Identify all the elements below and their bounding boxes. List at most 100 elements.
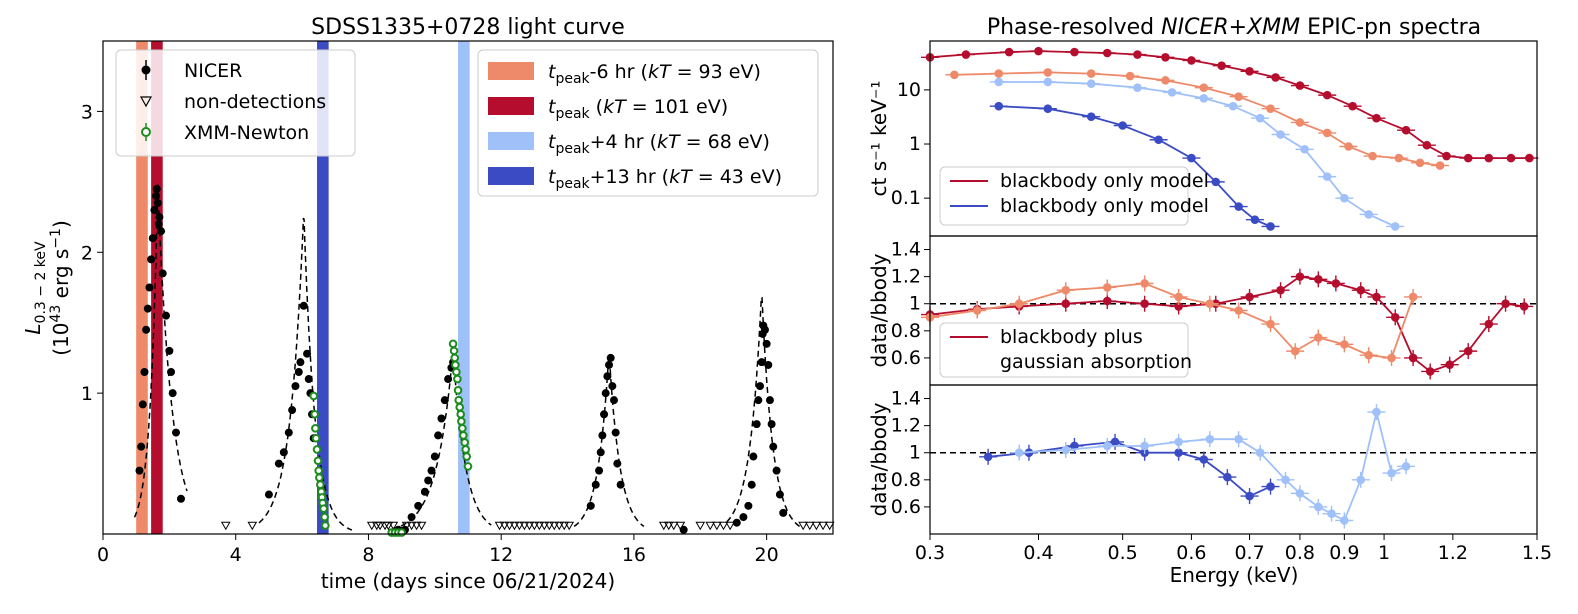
xmm-point-30 bbox=[462, 452, 471, 461]
nondetection-point-25 bbox=[559, 521, 570, 531]
y-tick-label: 1 bbox=[81, 383, 93, 405]
nicer-point-81 bbox=[767, 420, 776, 429]
band-t: t bbox=[548, 166, 557, 188]
nicer-point-46 bbox=[444, 375, 453, 384]
spectrum-point-0 bbox=[1348, 101, 1357, 111]
xmm-point-18 bbox=[451, 360, 460, 370]
spectrum-point-0 bbox=[1110, 437, 1120, 447]
nondetection-point-13 bbox=[499, 521, 510, 531]
spectrum-point-1 bbox=[1234, 434, 1243, 444]
spectrum-point-0 bbox=[1463, 153, 1473, 163]
nondetection-point-8 bbox=[401, 521, 412, 531]
nondetection-point-4 bbox=[375, 521, 385, 531]
nicer-point-80 bbox=[765, 396, 774, 405]
band-kt: kT bbox=[648, 61, 672, 83]
y-tick-label: 2 bbox=[81, 242, 93, 264]
spectrum-point-0 bbox=[1223, 472, 1232, 482]
nicer-point-44 bbox=[437, 414, 446, 423]
y-tick-label: 1 bbox=[909, 133, 921, 155]
panel-legend-box bbox=[939, 166, 1189, 226]
nicer-point-20 bbox=[168, 389, 177, 398]
legend-swatch-2 bbox=[488, 132, 534, 150]
nondetection-point-21 bbox=[539, 521, 550, 531]
spectrum-point-0 bbox=[1408, 353, 1418, 363]
nicer-point-13 bbox=[154, 220, 163, 229]
y-tick-label: 0.6 bbox=[891, 347, 921, 369]
spectrum-point-1 bbox=[1061, 445, 1071, 455]
xmm-marker-icon bbox=[141, 127, 151, 137]
spectrum-point-0 bbox=[961, 50, 971, 59]
spectrum-point-2 bbox=[1228, 101, 1238, 111]
spectrum-point-2 bbox=[1390, 222, 1400, 231]
xmm-point-20 bbox=[453, 374, 462, 384]
nicer-point-4 bbox=[142, 325, 151, 334]
nicer-point-15 bbox=[157, 227, 166, 236]
spectrum-point-2 bbox=[1167, 88, 1177, 97]
y-tick-label: 1.4 bbox=[891, 388, 921, 410]
spectrum-point-1 bbox=[1364, 350, 1373, 360]
y-tick-label: 1 bbox=[909, 442, 921, 464]
ylabel-unit-b: erg s bbox=[49, 249, 73, 305]
nicer-point-61 bbox=[610, 396, 618, 405]
energy-tick-label: 0.8 bbox=[1285, 542, 1315, 564]
nicer-point-28 bbox=[291, 382, 300, 391]
nicer-point-18 bbox=[165, 346, 174, 355]
legend-bands-box bbox=[477, 49, 819, 197]
band-t: t bbox=[548, 131, 557, 153]
legend-nondet: non-detections bbox=[184, 91, 326, 113]
nondetection-point-12 bbox=[494, 521, 505, 531]
panel-ylabel: data/bbody bbox=[867, 402, 891, 516]
nicer-point-12 bbox=[153, 198, 162, 207]
spectrum-point-1 bbox=[1102, 283, 1112, 292]
spectrum-point-0 bbox=[1217, 61, 1226, 70]
spectrum-point-0 bbox=[1102, 296, 1112, 306]
nicer-point-84 bbox=[775, 490, 784, 499]
legend-swatch-1 bbox=[488, 97, 534, 115]
nondetection-point-0 bbox=[220, 521, 231, 531]
panel-legend-box bbox=[939, 322, 1189, 378]
nondetection-point-28 bbox=[663, 521, 674, 531]
spectrum-point-0 bbox=[1133, 50, 1142, 59]
spectrum-point-0 bbox=[1506, 153, 1516, 163]
x-axis-label: time (days since 06/21/2024) bbox=[321, 569, 615, 593]
legend-nicer: NICER bbox=[184, 60, 242, 82]
nicer-point-41 bbox=[427, 466, 436, 475]
nicer-point-54 bbox=[598, 431, 607, 440]
spectrum-point-0 bbox=[1266, 482, 1275, 491]
spectrum-point-0 bbox=[1295, 272, 1305, 281]
spectrum-point-3 bbox=[994, 101, 1004, 111]
xmm-point-1 bbox=[310, 409, 320, 419]
spectrum-point-3 bbox=[1234, 202, 1243, 211]
spectrum-point-0 bbox=[1356, 285, 1366, 295]
xmm-point-17 bbox=[450, 353, 460, 363]
spectra-panel-0: 0.1 1 10 ct s⁻¹ keV⁻¹ blackbody only model bl… bbox=[867, 40, 1539, 237]
nicer-point-0 bbox=[135, 466, 144, 475]
nondetection-point-19 bbox=[529, 521, 540, 531]
xmm-point-25 bbox=[457, 417, 466, 426]
spectrum-point-1 bbox=[1327, 509, 1336, 518]
xmm-point-22 bbox=[454, 395, 464, 405]
spectrum-point-1 bbox=[1234, 306, 1243, 315]
spectrum-point-1 bbox=[1344, 142, 1353, 151]
light-curve-frame bbox=[102, 40, 834, 535]
spectra-title-post: EPIC-pn spectra bbox=[1300, 15, 1481, 40]
spectrum-point-1 bbox=[950, 70, 959, 80]
energy-axis-label: Energy (keV) bbox=[1170, 563, 1299, 587]
spectrum-point-3 bbox=[1250, 215, 1260, 225]
nondetection-point-9 bbox=[406, 521, 417, 531]
xmm-point-4 bbox=[312, 445, 322, 454]
model-line-1 bbox=[954, 71, 1441, 167]
spectrum-point-1 bbox=[1314, 333, 1323, 342]
spectrum-point-1 bbox=[1281, 475, 1290, 485]
spectrum-point-0 bbox=[1519, 302, 1529, 311]
xmm-point-19 bbox=[452, 367, 461, 377]
nicer-point-7 bbox=[147, 255, 156, 264]
xmm-point-0 bbox=[309, 391, 319, 401]
legend-bands: tpeak-6 hr (kT = 93 eV)tpeak (kT = 101 e… bbox=[477, 49, 819, 197]
nicer-point-57 bbox=[603, 372, 612, 381]
spectrum-point-1 bbox=[1295, 489, 1305, 498]
nicer-point-33 bbox=[304, 375, 313, 384]
y-tick-label: 0.1 bbox=[891, 187, 921, 209]
spectrum-point-1 bbox=[1199, 83, 1209, 92]
